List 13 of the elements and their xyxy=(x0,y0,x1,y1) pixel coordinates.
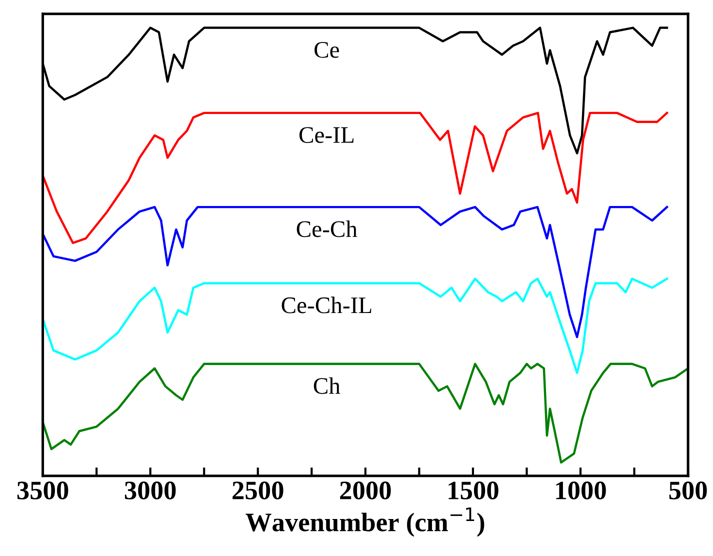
x-tick-label: 1500 xyxy=(448,482,498,500)
series-label: Ce-IL xyxy=(299,127,354,143)
x-tick-label: 3000 xyxy=(124,482,176,500)
x-tick-label: 2000 xyxy=(340,482,391,500)
x-tick-label: 500 xyxy=(669,482,707,500)
series-label: Ce-Ch-IL xyxy=(282,296,372,314)
series-label: Ce xyxy=(314,42,339,58)
x-axis-title: Wavenumber (cm$^{−1}$) xyxy=(246,508,484,537)
x-tick-label: 2500 xyxy=(232,482,284,500)
x-tick-label: 3500 xyxy=(17,482,68,500)
series-label: Ch xyxy=(314,377,340,394)
x-tick-label: 1000 xyxy=(556,482,606,500)
series-label: Ce-Ch xyxy=(296,220,358,238)
